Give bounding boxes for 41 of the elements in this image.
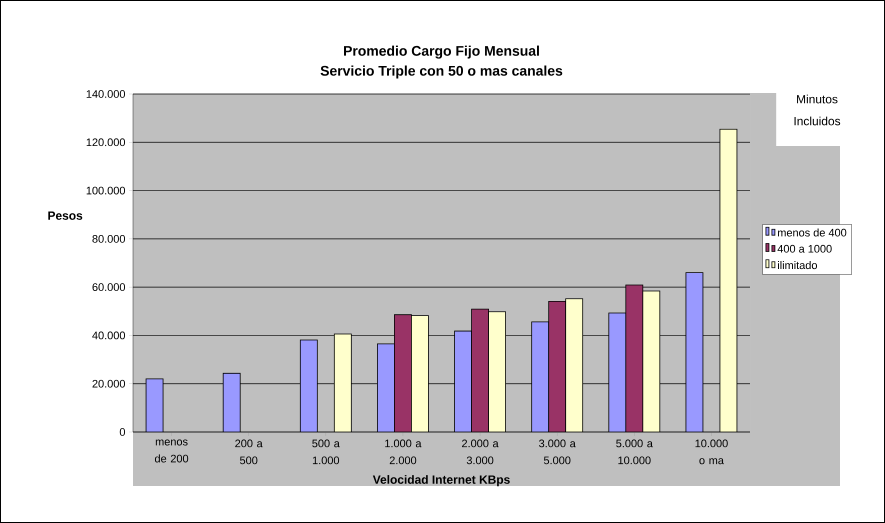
legend-label: ilimitado <box>778 261 818 270</box>
x-tick-label: 10.000 o ma <box>696 440 728 464</box>
legend-title: Minutos Incluidos <box>794 94 840 126</box>
bar <box>488 311 506 432</box>
bar <box>608 312 626 432</box>
bar <box>531 322 550 432</box>
bar <box>334 334 352 432</box>
bar <box>625 284 644 432</box>
bar <box>471 308 489 432</box>
bar <box>377 343 395 432</box>
legend-label: 400 a 1000 <box>778 244 832 253</box>
legend-label: menos de 400 <box>778 228 846 237</box>
x-tick-label: 1.000 a 2.000 <box>385 440 422 464</box>
bar <box>548 300 566 432</box>
x-tick-label: 2.000 a 3.000 <box>462 440 499 464</box>
x-tick-label: 200 a 500 <box>235 440 263 464</box>
y-tick-label: 40.000 <box>92 332 126 340</box>
y-tick-label: 60.000 <box>92 283 126 292</box>
x-tick-label: 5.000 a 10.000 <box>616 440 653 464</box>
bar <box>411 315 429 432</box>
x-tick-label: menos de 200 <box>154 440 188 462</box>
chart-title: Promedio Cargo Fijo Mensual Servicio Triple con 50 o mas canales <box>320 46 562 78</box>
bar <box>222 372 241 432</box>
bar <box>394 314 412 432</box>
y-axis-title: Pesos <box>48 212 82 220</box>
x-axis-title: Velocidad Internet KBps <box>372 475 510 486</box>
bar <box>454 330 472 432</box>
bar <box>146 378 164 432</box>
x-tick-label: 500 a 1.000 <box>312 440 340 464</box>
y-tick-label: 80.000 <box>92 234 126 243</box>
bar <box>720 128 738 432</box>
x-tick-label: 3.000 a 5.000 <box>539 440 576 464</box>
y-tick-label: 100.000 <box>86 186 126 194</box>
y-tick-label: 120.000 <box>86 138 126 146</box>
y-tick-label: 20.000 <box>92 380 126 388</box>
bar <box>565 298 584 432</box>
y-tick-label: 0 <box>120 428 126 436</box>
bar <box>300 340 318 432</box>
y-tick-label: 140.000 <box>86 90 126 98</box>
bar <box>642 290 660 432</box>
bar <box>686 272 704 432</box>
